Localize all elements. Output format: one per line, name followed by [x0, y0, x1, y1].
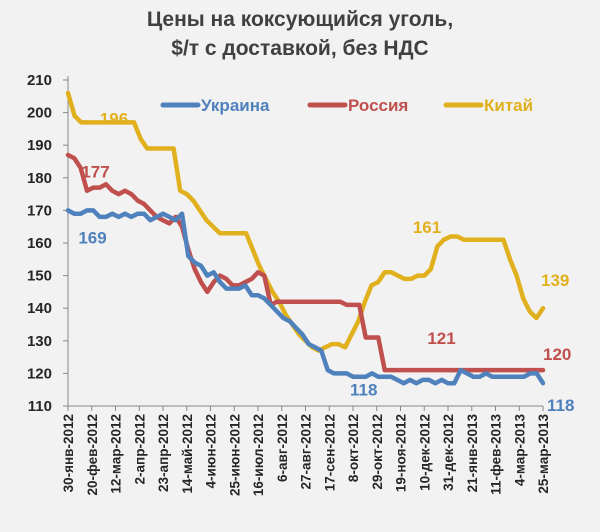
x-tick-label: 4-июн-2012 [204, 414, 219, 489]
x-tick-label: 10-дек-2012 [417, 414, 432, 491]
x-tick-label: 17-сен-2012 [322, 414, 337, 491]
x-tick-label: 29-окт-2012 [370, 414, 385, 490]
y-tick-label: 130 [27, 333, 52, 350]
x-tick-label: 20-фев-2012 [85, 414, 100, 495]
y-tick-label: 180 [27, 170, 52, 187]
data-label: 177 [81, 163, 109, 182]
data-label: 120 [543, 345, 571, 364]
data-label: 169 [78, 229, 106, 248]
legend-label: Россия [348, 96, 408, 115]
x-tick-label: 19-ноя-2012 [394, 414, 409, 492]
x-tick-label: 25-мар-2013 [536, 414, 551, 494]
x-tick-label: 23-апр-2012 [156, 414, 171, 492]
x-tick-label: 8-окт-2012 [346, 414, 361, 482]
y-tick-label: 190 [27, 137, 52, 154]
x-tick-label: 4-мар-2013 [512, 414, 527, 487]
legend-label: Украина [201, 96, 270, 115]
data-label: 196 [100, 109, 128, 128]
y-tick-label: 140 [27, 300, 52, 317]
y-tick-label: 210 [27, 72, 52, 89]
data-label: 121 [427, 329, 455, 348]
x-tick-label: 31-дек-2012 [441, 414, 456, 491]
chart-title-line2: $/т с доставкой, без НДС [171, 37, 429, 60]
y-tick-label: 150 [27, 268, 52, 285]
y-tick-label: 110 [28, 398, 52, 415]
x-tick-label: 12-мар-2012 [109, 414, 124, 494]
data-label: 118 [547, 396, 574, 415]
legend-label: Китай [484, 96, 533, 115]
data-label: 118 [350, 380, 377, 399]
x-tick-label: 30-янв-2012 [61, 414, 76, 492]
y-tick-label: 120 [27, 365, 52, 382]
y-tick-label: 200 [27, 105, 52, 122]
data-label: 161 [413, 218, 441, 237]
chart-title-line1: Цены на коксующийся уголь, [146, 8, 454, 31]
x-tick-label: 14-май-2012 [180, 414, 195, 494]
x-tick-label: 16-июл-2012 [251, 414, 266, 496]
data-label: 139 [541, 271, 569, 290]
x-tick-label: 6-авг-2012 [275, 414, 290, 482]
x-tick-label: 11-фев-2013 [489, 414, 504, 495]
x-tick-label: 25-июн-2012 [227, 414, 242, 496]
y-tick-label: 170 [27, 202, 52, 219]
x-tick-label: 21-янв-2013 [465, 414, 480, 493]
x-tick-label: 2-апр-2012 [132, 414, 147, 484]
series-line-2 [65, 90, 546, 353]
x-tick-label: 27-авг-2012 [299, 414, 314, 489]
y-tick-label: 160 [27, 235, 52, 252]
series-line-0 [65, 208, 546, 386]
